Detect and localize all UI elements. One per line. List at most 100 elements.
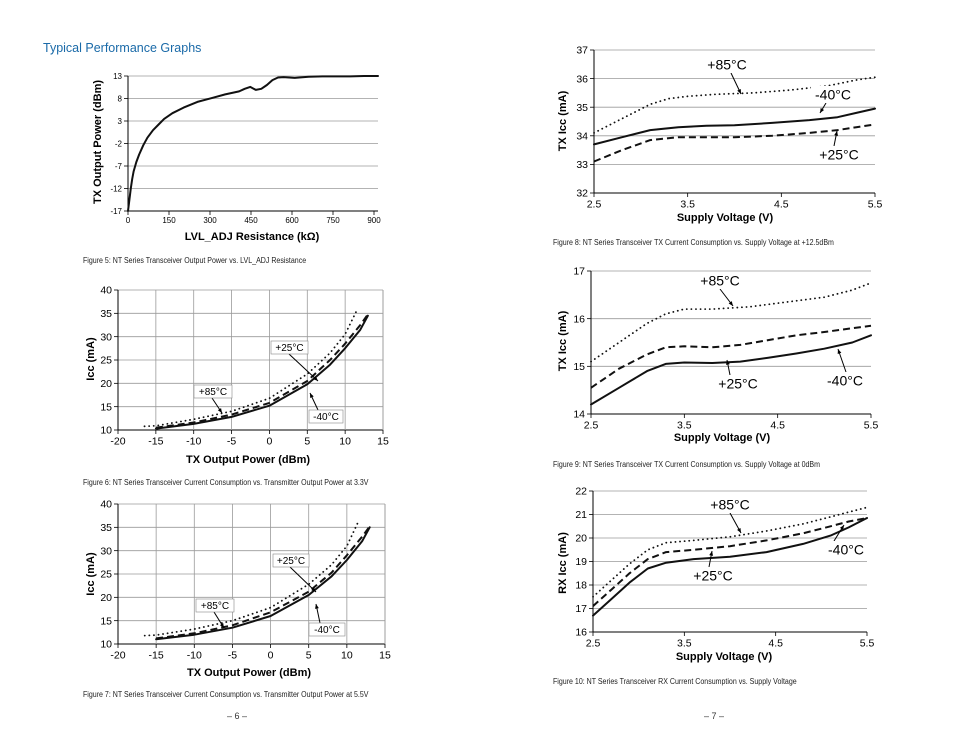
annotation-arrow bbox=[289, 566, 317, 593]
annotation-label: -40°C bbox=[828, 541, 864, 557]
x-tick-label: 150 bbox=[162, 216, 176, 225]
ylabel: RX Icc (mA) bbox=[557, 532, 569, 594]
annotation-arrowhead bbox=[709, 551, 714, 556]
y-tick-label: 14 bbox=[573, 409, 585, 421]
annotation-bg bbox=[690, 567, 736, 584]
x-tick-label: 0 bbox=[267, 436, 273, 448]
y-tick-label: 10 bbox=[100, 639, 112, 651]
series-line-25c bbox=[592, 517, 868, 607]
y-tick-label: 17 bbox=[575, 603, 587, 615]
annotation-arrowhead bbox=[311, 587, 316, 592]
y-tick-label: 25 bbox=[100, 569, 112, 581]
ylabel: TX Icc (mA) bbox=[557, 310, 569, 371]
series-line-40c bbox=[593, 107, 876, 146]
x-tick-label: 5 bbox=[304, 436, 310, 448]
annotation-bg bbox=[811, 86, 855, 103]
x-tick-label: 750 bbox=[326, 216, 340, 225]
y-tick-label: 35 bbox=[576, 102, 588, 114]
annotation-label: -40°C bbox=[314, 625, 340, 636]
series-line-40c bbox=[154, 314, 369, 430]
annotation-label: +85°C bbox=[707, 56, 746, 72]
ylabel: TX Icc (mA) bbox=[557, 90, 569, 151]
annotation-box bbox=[308, 409, 344, 424]
x-tick-label: 10 bbox=[339, 436, 351, 448]
annotation-label: +25°C bbox=[277, 556, 305, 567]
annotation-label: -40°C bbox=[313, 412, 339, 423]
annotation-label: +85°C bbox=[710, 496, 749, 512]
annotation-arrowhead bbox=[839, 525, 844, 530]
y-tick-label: 15 bbox=[573, 361, 585, 373]
y-tick-label: 13 bbox=[113, 72, 122, 81]
annotation-bg bbox=[823, 372, 867, 389]
annotation-label: -40°C bbox=[815, 86, 851, 102]
x-tick-label: 600 bbox=[285, 216, 299, 225]
x-tick-label: 2.5 bbox=[586, 638, 601, 650]
series-line-85c bbox=[143, 520, 360, 637]
plot-area: 13 8 3 -2 -7 -12 -17 0 150 300 450 600 750 900 bbox=[110, 72, 381, 225]
x-tick-label: 5.5 bbox=[860, 638, 875, 650]
x-tick-label: 5.5 bbox=[868, 199, 883, 211]
series-line-25c bbox=[593, 123, 876, 163]
y-tick-label: -7 bbox=[115, 162, 123, 171]
x-tick-label: 10 bbox=[341, 650, 353, 662]
xlabel: TX Output Power (dBm) bbox=[186, 454, 310, 466]
annotation-arrow bbox=[288, 353, 319, 382]
page-number-right: – 7 – bbox=[704, 711, 725, 721]
series-line-40c bbox=[592, 517, 868, 617]
annotation-bg bbox=[707, 496, 753, 513]
x-tick-label: -10 bbox=[186, 436, 201, 448]
annotation-arrowhead bbox=[737, 89, 741, 94]
y-tick-label: 3 bbox=[118, 117, 123, 126]
y-tick-label: 16 bbox=[575, 627, 587, 639]
x-tick-label: 450 bbox=[244, 216, 258, 225]
plot-area: 17 16 15 142.5 3.5 4.5 5.5 +85°C +25°C -40°C bbox=[573, 266, 878, 432]
x-tick-label: 5 bbox=[306, 650, 312, 662]
series-line-85c bbox=[593, 76, 876, 134]
y-tick-label: 20 bbox=[575, 533, 587, 545]
series-line-85c bbox=[590, 282, 872, 363]
annotation-label: +85°C bbox=[199, 387, 227, 398]
y-tick-label: 10 bbox=[100, 425, 112, 437]
annotation-label: +85°C bbox=[700, 272, 739, 288]
annotation-label: +25°C bbox=[693, 567, 732, 583]
y-tick-label: -17 bbox=[110, 207, 122, 216]
x-tick-label: -20 bbox=[110, 436, 125, 448]
annotation-bg bbox=[824, 541, 868, 558]
annotation-box bbox=[308, 622, 346, 637]
x-tick-label: -15 bbox=[149, 650, 164, 662]
y-tick-label: 20 bbox=[100, 378, 112, 390]
y-tick-label: 17 bbox=[573, 266, 585, 278]
series-line-outputpower bbox=[127, 75, 379, 212]
y-tick-label: 15 bbox=[100, 615, 112, 627]
caption-fig10: Figure 10: NT Series Transceiver RX Curr… bbox=[553, 677, 797, 686]
y-tick-label: 16 bbox=[573, 313, 585, 325]
annotation-arrowhead bbox=[725, 360, 730, 365]
annotation-label: +25°C bbox=[819, 146, 858, 162]
annotation-arrowhead bbox=[219, 623, 224, 628]
series-line-40c bbox=[590, 334, 872, 406]
annotation-arrowhead bbox=[315, 604, 319, 609]
x-tick-label: 3.5 bbox=[677, 638, 692, 650]
annotation-arrowhead bbox=[820, 108, 825, 113]
ylabel: TX Output Power (dBm) bbox=[92, 80, 104, 204]
x-tick-label: 15 bbox=[379, 650, 391, 662]
y-tick-label: 34 bbox=[576, 130, 588, 142]
x-tick-label: 0 bbox=[268, 650, 274, 662]
x-tick-label: 4.5 bbox=[768, 638, 783, 650]
x-tick-label: 3.5 bbox=[680, 199, 695, 211]
x-tick-label: 4.5 bbox=[774, 199, 789, 211]
xlabel: LVL_ADJ Resistance (kΩ) bbox=[185, 231, 320, 243]
y-tick-label: 21 bbox=[575, 509, 587, 521]
series-line-85c bbox=[592, 506, 868, 598]
plot-area: 22 21 20 19 18 17 162.5 3.5 4.5 5.5 +85°C -40°C +25°… bbox=[575, 486, 874, 650]
caption-fig5: Figure 5: NT Series Transceiver Output P… bbox=[83, 256, 307, 265]
y-tick-label: -2 bbox=[115, 139, 123, 148]
y-tick-label: 40 bbox=[100, 285, 112, 297]
annotation-label: -40°C bbox=[827, 372, 863, 388]
x-tick-label: 4.5 bbox=[770, 420, 785, 432]
